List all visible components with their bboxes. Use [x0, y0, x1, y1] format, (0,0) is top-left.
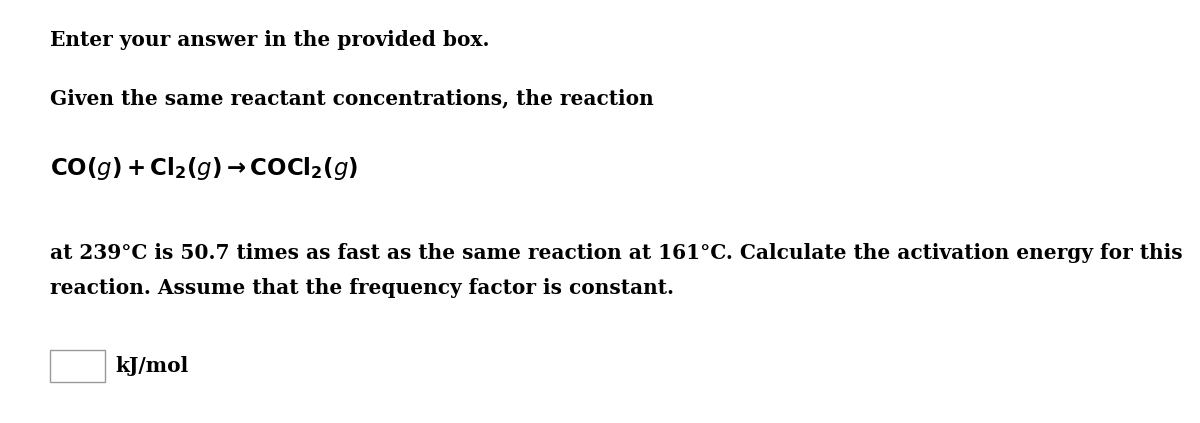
Text: reaction. Assume that the frequency factor is constant.: reaction. Assume that the frequency fact…	[50, 278, 674, 298]
Text: Given the same reactant concentrations, the reaction: Given the same reactant concentrations, …	[50, 88, 654, 108]
Text: Enter your answer in the provided box.: Enter your answer in the provided box.	[50, 30, 490, 50]
Text: at 239°C is 50.7 times as fast as the same reaction at 161°C. Calculate the acti: at 239°C is 50.7 times as fast as the sa…	[50, 243, 1183, 263]
Bar	[50, 350, 106, 382]
Text: kJ/mol: kJ/mol	[115, 356, 188, 376]
Text: $\mathbf{CO(\mathit{g}) + Cl_2(\mathit{g}) \rightarrow COCl_2(\mathit{g})}$: $\mathbf{CO(\mathit{g}) + Cl_2(\mathit{g…	[50, 155, 359, 182]
